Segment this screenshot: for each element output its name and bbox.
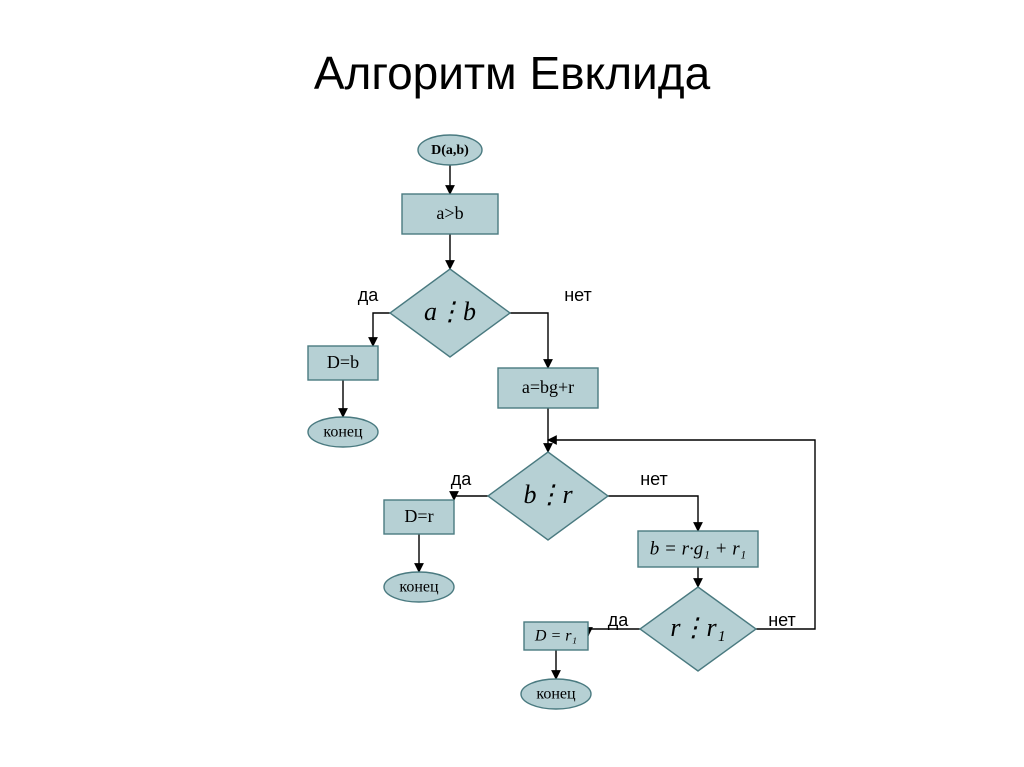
node-label-dr1: D = r₁ — [534, 628, 577, 645]
edge-label-10: да — [608, 610, 630, 630]
node-start: D(a,b) — [418, 135, 482, 165]
node-label-db: D=b — [327, 352, 359, 372]
edge-label-4: нет — [564, 285, 592, 305]
flowchart-canvas: да нет да нет да нет D(a,b) a>b a⋮b D=b конец a=bg… — [0, 0, 1024, 767]
edge-10 — [588, 629, 640, 636]
edge-label-6: да — [451, 469, 473, 489]
node-agb: a>b — [402, 194, 498, 234]
edge-label-2: да — [358, 285, 380, 305]
edge-label-8: нет — [640, 469, 668, 489]
node-end3: конец — [521, 679, 591, 709]
edge-4 — [510, 313, 548, 368]
edge-8 — [608, 496, 698, 531]
node-dec1: a⋮b — [390, 269, 510, 357]
node-end2: конец — [384, 572, 454, 602]
node-brgr: b = r·g₁ + r₁ — [638, 531, 758, 567]
node-dec3: r⋮r₁ — [640, 587, 756, 671]
node-abg: a=bg+r — [498, 368, 598, 408]
node-label-agb: a>b — [436, 203, 463, 223]
node-label-dec3: r⋮r₁ — [670, 613, 725, 642]
node-end1: конец — [308, 417, 378, 447]
node-label-abg: a=bg+r — [522, 377, 574, 397]
node-label-start: D(a,b) — [431, 143, 469, 158]
node-label-dec2: b⋮r — [523, 480, 573, 509]
node-label-dec1: a⋮b — [424, 297, 476, 326]
node-label-dr: D=r — [404, 506, 433, 526]
edge-label-12: нет — [768, 610, 796, 630]
node-db: D=b — [308, 346, 378, 380]
node-label-end3: конец — [536, 686, 576, 703]
node-dec2: b⋮r — [488, 452, 608, 540]
node-dr1: D = r₁ — [524, 622, 588, 650]
edge-6 — [454, 496, 488, 500]
edge-2 — [373, 313, 390, 346]
node-label-end2: конец — [399, 579, 439, 596]
node-dr: D=r — [384, 500, 454, 534]
node-label-end1: конец — [323, 424, 363, 441]
node-label-brgr: b = r·g₁ + r₁ — [650, 538, 746, 559]
